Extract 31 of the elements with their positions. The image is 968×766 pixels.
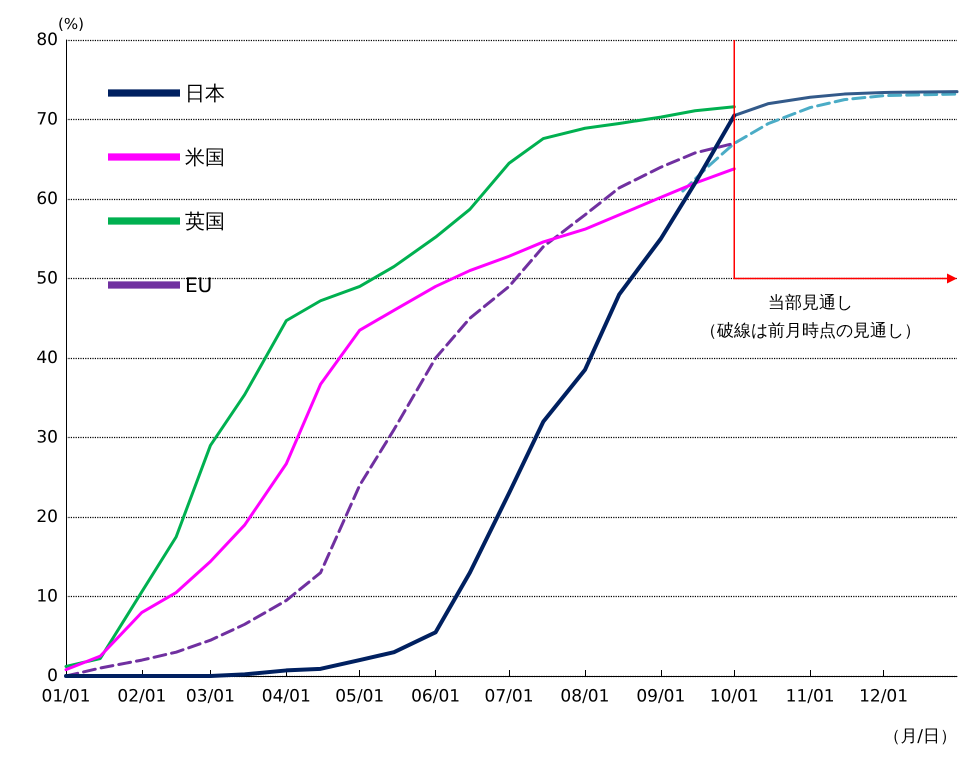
y-tick-label: 0 <box>47 666 58 686</box>
y-axis-title: (%) <box>58 15 84 34</box>
x-tick-label: 09/01 <box>636 686 686 706</box>
x-tick-label: 12/01 <box>859 686 908 706</box>
y-tick-label: 60 <box>36 189 58 209</box>
legend-label: 英国 <box>185 209 225 233</box>
y-tick-label: 50 <box>36 268 58 288</box>
y-tick-label: 80 <box>36 30 58 50</box>
x-tick-label: 03/01 <box>186 686 235 706</box>
x-tick-label: 08/01 <box>560 686 610 706</box>
x-tick-label: 06/01 <box>411 686 460 706</box>
y-tick-label: 10 <box>36 586 58 606</box>
legend-label: EU <box>185 273 212 297</box>
y-tick-label: 30 <box>36 428 58 448</box>
x-tick-label: 04/01 <box>262 686 311 706</box>
x-tick-label: 01/01 <box>42 686 90 706</box>
y-tick-label: 70 <box>36 110 58 130</box>
x-tick-label: 11/01 <box>786 686 835 706</box>
y-tick-label: 20 <box>36 507 58 527</box>
x-tick-label: 10/01 <box>710 686 759 706</box>
legend-label: 米国 <box>185 145 225 169</box>
x-tick-label: 05/01 <box>335 686 384 706</box>
x-tick-label: 02/01 <box>117 686 166 706</box>
y-tick-label: 40 <box>36 348 58 368</box>
legend-label: 日本 <box>185 81 225 105</box>
x-axis-title: （月/日） <box>883 726 957 746</box>
line-series <box>681 92 958 193</box>
annotation: 当部見通し <box>767 292 854 314</box>
x-tick-label: 07/01 <box>484 686 534 706</box>
line-series <box>732 90 958 118</box>
annotation: （破線は前月時点の見通し） <box>699 320 922 342</box>
